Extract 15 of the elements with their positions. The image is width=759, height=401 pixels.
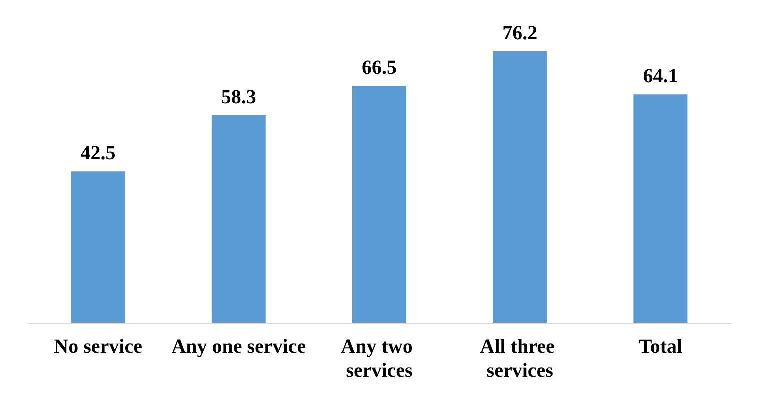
data-label: 42.5	[80, 142, 116, 165]
x-tick-label: Total	[638, 336, 683, 358]
data-label: 58.3	[221, 86, 256, 108]
bar	[212, 115, 266, 323]
data-label: 66.5	[362, 57, 397, 80]
bar	[493, 52, 548, 323]
bar	[634, 94, 688, 323]
x-tick-label: All three services	[480, 336, 560, 382]
bar	[352, 86, 406, 323]
x-tick-label: No service	[54, 336, 143, 358]
data-label: 76.2	[502, 22, 538, 45]
bar	[71, 172, 126, 323]
x-tick-label: Any two services	[341, 336, 418, 382]
data-label: 64.1	[643, 66, 678, 88]
x-tick-label: Any one service	[172, 336, 306, 358]
